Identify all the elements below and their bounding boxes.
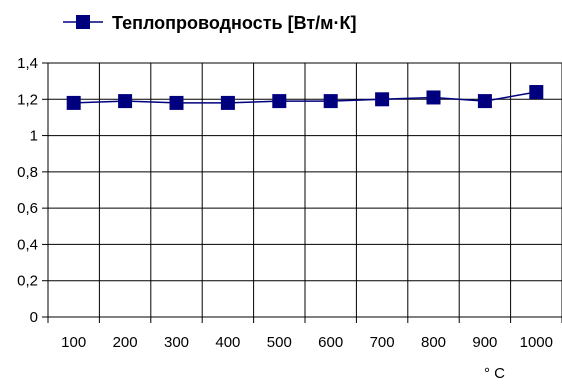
data-point-marker <box>477 94 492 109</box>
data-point-marker <box>272 94 287 109</box>
x-tick-label: 200 <box>113 334 138 351</box>
y-tick-label: 1,4 <box>17 55 38 72</box>
x-axis-unit-label: ° C <box>484 365 505 382</box>
legend: Теплопроводность [Вт/м·К] <box>63 13 356 33</box>
y-tick-label: 0,8 <box>17 164 38 181</box>
data-point-marker <box>220 95 235 110</box>
data-point-marker <box>66 95 81 110</box>
y-tick-label: 1,2 <box>17 91 38 108</box>
x-tick-label: 400 <box>215 334 240 351</box>
data-point-marker <box>118 94 133 109</box>
x-tick-label: 600 <box>318 334 343 351</box>
y-tick-label: 1 <box>30 128 38 145</box>
x-tick-label: 700 <box>370 334 395 351</box>
y-tick-label: 0,4 <box>17 236 38 253</box>
data-point-marker <box>323 94 338 109</box>
x-axis-tick-labels: 100 200 300 400 500 600 700 800 900 1000 <box>61 334 553 351</box>
gridlines <box>48 62 562 317</box>
x-tick-label: 800 <box>421 334 446 351</box>
data-point-marker <box>529 85 544 100</box>
series-line <box>73 91 537 104</box>
x-tick-label: 900 <box>472 334 497 351</box>
y-tick-label: 0 <box>30 309 38 326</box>
legend-marker <box>76 15 90 29</box>
x-tick-label: 500 <box>267 334 292 351</box>
y-axis-tick-labels: 0 0,2 0,4 0,6 0,8 1 1,2 1,4 <box>17 55 38 326</box>
legend-series-name: Теплопроводность [Вт/м·К] <box>112 13 356 33</box>
x-tick-label: 100 <box>61 334 86 351</box>
x-tick-label: 1000 <box>520 334 553 351</box>
x-tick-label: 300 <box>164 334 189 351</box>
axes <box>42 62 562 323</box>
data-point-marker <box>375 92 390 107</box>
y-tick-label: 0,6 <box>17 200 38 217</box>
data-point-marker <box>169 95 184 110</box>
data-series <box>66 85 544 110</box>
y-tick-label: 0,2 <box>17 273 38 290</box>
data-point-marker <box>426 90 441 105</box>
